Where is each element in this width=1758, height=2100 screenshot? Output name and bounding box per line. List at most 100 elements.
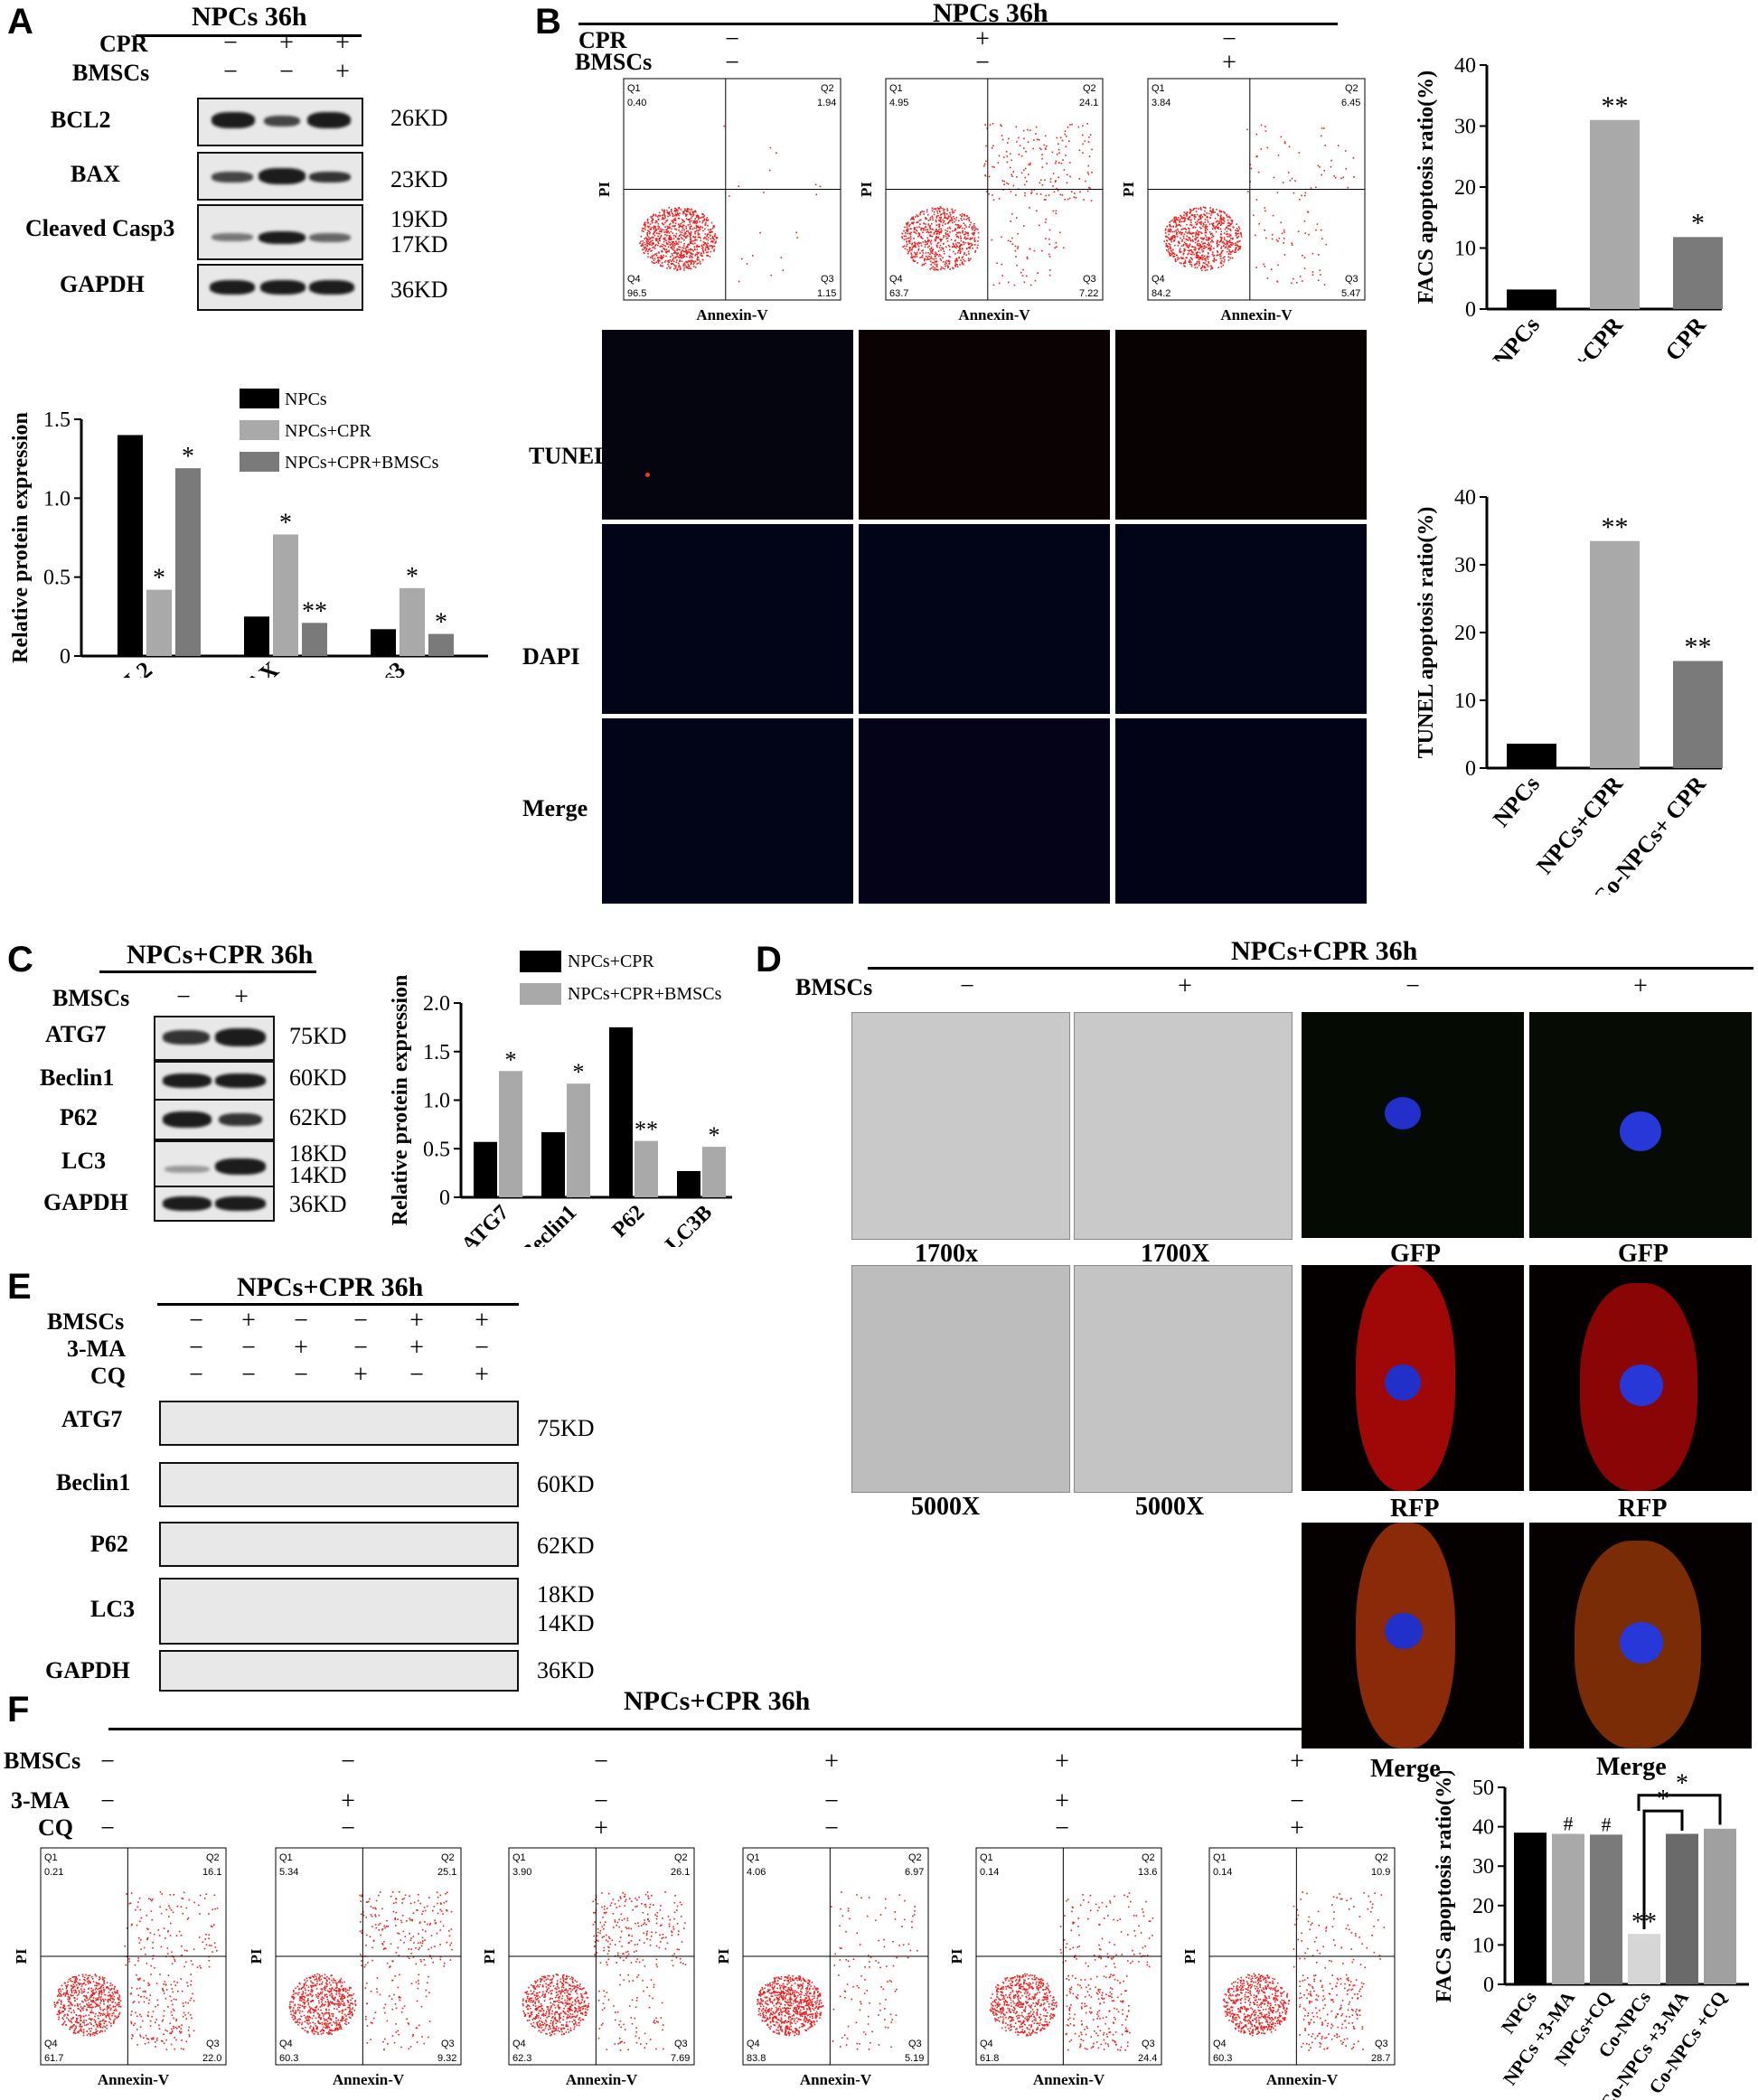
flow-event (653, 2021, 655, 2023)
flow-event (949, 215, 952, 218)
flow-event (1320, 274, 1321, 276)
flow-event (644, 1965, 646, 1967)
flow-event (677, 223, 680, 225)
flow-event (314, 2030, 316, 2033)
flow-event (212, 1926, 213, 1928)
flow-event (909, 238, 912, 240)
flow-event (112, 2005, 115, 2008)
flow-event (683, 245, 685, 247)
flow-event (1184, 219, 1186, 221)
flow-event (1027, 141, 1029, 144)
flow-event (1039, 224, 1040, 227)
flow-event (95, 2028, 97, 2030)
flow-event (328, 2009, 330, 2011)
flow-event (1066, 182, 1068, 183)
flow-event (917, 262, 918, 264)
flow-event (317, 1992, 319, 1994)
flow-event (1010, 191, 1012, 192)
flow-event (184, 2014, 186, 2016)
flow-event (146, 1963, 148, 1964)
flow-event (353, 2001, 356, 2002)
flow-event (315, 2009, 317, 2011)
flow-event (1276, 280, 1278, 283)
flow-event (1213, 248, 1215, 249)
flow-event (333, 1998, 335, 2001)
flow-event (957, 266, 959, 268)
flow-event (693, 227, 695, 230)
flow-event (99, 2025, 102, 2028)
flow-event (321, 2005, 323, 2007)
flow-event (300, 2015, 302, 2018)
flow-event (173, 2027, 174, 2030)
flow-event (1198, 208, 1199, 210)
flow-event (673, 267, 675, 270)
flow-event (89, 2003, 91, 2006)
significance-mark: * (1691, 208, 1705, 238)
flow-event (662, 265, 663, 267)
flow-event (164, 1981, 166, 1983)
flow-event (304, 1987, 306, 1990)
flow-event (1194, 239, 1197, 241)
flow-event (118, 1996, 121, 1998)
flow-event (651, 256, 653, 258)
flow-event (60, 2006, 61, 2009)
flow-event (1196, 223, 1199, 225)
flow-event (944, 217, 945, 219)
flow-event (1226, 240, 1228, 243)
flow-event (72, 2025, 74, 2027)
flow-event (1199, 256, 1201, 258)
flow-event (203, 1897, 206, 1899)
flow-event (1021, 275, 1024, 277)
flow-event (914, 246, 917, 248)
flow-event (1210, 265, 1212, 267)
flow-event (375, 1916, 377, 1917)
flow-event (152, 1955, 155, 1957)
flow-event (87, 2023, 89, 2025)
flow-event (389, 1995, 390, 1997)
flow-event (910, 256, 912, 258)
flow-event (298, 2021, 301, 2024)
flow-event (166, 1953, 169, 1955)
flow-event (1231, 222, 1233, 225)
flow-event (1231, 220, 1234, 223)
flow-event (650, 229, 653, 230)
flow-event (104, 2030, 106, 2032)
flow-event (687, 224, 690, 226)
flow-event (940, 231, 942, 234)
flow-event (350, 2017, 352, 2019)
kd-label: 18KD (537, 1581, 595, 1608)
flow-event (1207, 264, 1208, 266)
flow-event (929, 248, 931, 250)
tem-label: 1700x (915, 1240, 978, 1268)
flow-event (180, 2030, 183, 2033)
flow-event (934, 263, 936, 266)
flow-event (86, 2034, 89, 2036)
flow-event (172, 1991, 174, 1993)
flow-event (946, 240, 949, 242)
flow-event (569, 2027, 572, 2030)
flow-event (741, 258, 743, 260)
flow-event (1227, 236, 1228, 238)
flow-event (213, 1924, 215, 1927)
flow-event (1023, 169, 1025, 172)
flow-event (400, 2046, 402, 2048)
flow-event (173, 1956, 174, 1958)
flow-event (909, 239, 911, 242)
flow-event (338, 1995, 341, 1997)
flow-event (97, 1983, 99, 1984)
flow-event (68, 2007, 71, 2010)
flow-event (1037, 138, 1039, 141)
flow-event (1218, 222, 1221, 224)
merge-fluor-image (1302, 1523, 1524, 1748)
flow-event (694, 218, 696, 220)
flow-event (652, 255, 653, 257)
flow-event (667, 230, 670, 232)
flow-event (1217, 251, 1219, 253)
flow-event (685, 236, 688, 238)
bar (1507, 289, 1556, 309)
flow-event (973, 234, 975, 236)
flow-event (74, 1975, 77, 1978)
flow-event (1199, 216, 1201, 218)
flow-event (988, 175, 991, 178)
flow-event (99, 2020, 101, 2022)
